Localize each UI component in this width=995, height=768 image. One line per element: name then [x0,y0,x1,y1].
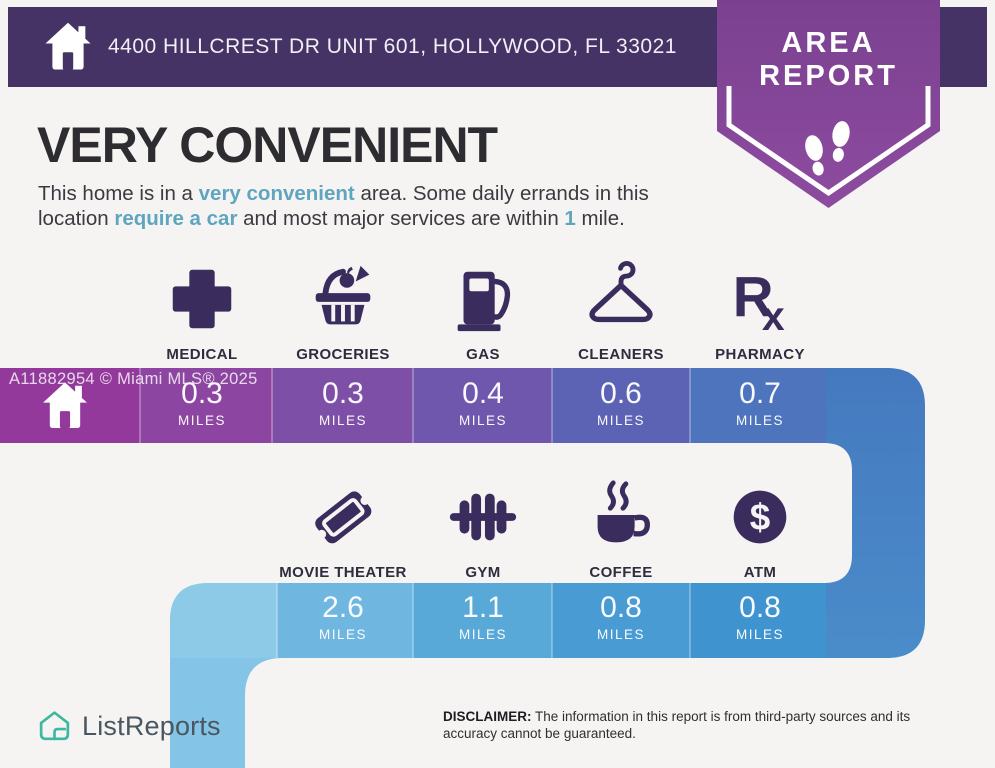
amenity-groceries: GROCERIES [263,260,423,363]
movie-ticket-icon [315,491,372,544]
bar-segment [413,583,552,658]
amenity-label: GYM [465,564,501,581]
distance-value: 0.8 [600,591,642,624]
description-text: and most major services are within [237,207,565,230]
description-text: location [38,207,115,230]
description-text: mile. [575,207,625,230]
page-title: VERY CONVENIENT [37,117,498,173]
description: This home is in a very convenient area. … [38,181,748,231]
distance-unit: MILES [596,627,645,642]
distance-unit: MILES [318,413,367,428]
mls-watermark: A11882954 © Miami MLS® 2025 [9,370,258,388]
rx-letter-x: x [762,293,785,338]
amenity-movie-theater: MOVIE THEATER [263,478,423,581]
right-connector-segment [826,368,925,658]
distance-unit: MILES [177,413,226,428]
dumbbell-icon [449,493,517,541]
disclaimer-text: The information in this report is from t… [443,709,911,741]
hanger-icon [589,261,653,323]
distance-value: 0.8 [739,591,781,624]
amenity-label: COFFEE [589,564,653,581]
bar-segment [552,368,690,443]
distance-cell: 0.7 MILES [695,377,825,429]
listreports-house-icon [39,711,70,741]
amenity-atm: $ ATM [680,478,840,581]
distance-value: 0.4 [462,377,504,410]
brand-name: ListReports [82,711,221,741]
amenity-label: PHARMACY [715,346,805,363]
disclaimer: DISCLAIMER: The information in this repo… [443,709,967,743]
grocery-basket-icon [315,265,371,325]
rx-letter-r: R [733,266,774,329]
gas-pump-icon [457,271,511,332]
distance-value: 0.6 [600,377,642,410]
footprints-icon [805,121,850,176]
segment-dividers [139,368,691,658]
distance-unit: MILES [458,627,507,642]
amenity-pharmacy: R x PHARMACY [680,260,840,363]
highlight-require-a-car: require a car [114,207,238,230]
distance-cell: 0.3 MILES [278,377,408,429]
amenity-label: MEDICAL [166,346,238,363]
distance-value: 2.6 [322,591,364,624]
highlight-very-convenient: very convenient [198,182,355,205]
area-report-badge: AREA REPORT [717,0,940,208]
home-icon [43,382,87,428]
bar-segment [272,368,413,443]
amenity-label: GROCERIES [296,346,390,363]
amenity-cleaners: CLEANERS [541,260,701,363]
distance-value: 1.1 [462,591,504,624]
disclaimer-label: DISCLAIMER: [443,709,532,724]
distance-cell: 0.8 MILES [556,591,686,643]
distance-value: 0.3 [322,377,364,410]
description-text: area. Some daily errands in this [354,182,649,205]
amenity-gym: GYM [403,478,563,581]
dollar-symbol: $ [750,496,771,538]
amenity-label: CLEANERS [578,346,664,363]
home-icon [45,22,91,70]
medical-cross-icon [172,269,232,329]
distance-unit: MILES [735,413,784,428]
distance-unit: MILES [735,627,784,642]
distance-cell: 0.8 MILES [695,591,825,643]
distance-value: 0.7 [739,377,781,410]
atm-dollar-icon: $ [733,490,787,544]
amenity-label: ATM [743,564,777,581]
distance-value: 0.3 [181,377,223,410]
badge-line2: REPORT [759,60,898,92]
property-address: 4400 HILLCREST DR UNIT 601, HOLLYWOOD, F… [108,35,677,58]
listreports-logo: ListReports [36,708,221,745]
bar-segment [552,583,690,658]
amenity-medical: MEDICAL [122,260,282,363]
rx-icon: R x [733,266,785,340]
amenity-label: GAS [466,346,500,363]
amenity-label: MOVIE THEATER [279,564,407,581]
amenity-coffee: COFFEE [541,478,701,581]
highlight-one-mile: 1 [564,207,576,230]
distance-cell: 2.6 MILES [278,591,408,643]
distance-unit: MILES [458,413,507,428]
bar-segment [413,368,552,443]
distance-unit: MILES [596,413,645,428]
badge-line1: AREA [781,27,875,59]
bar-segment-connector [170,583,277,658]
bar-segment [277,583,413,658]
distance-cell: 0.4 MILES [418,377,548,429]
distance-cell: 0.3 MILES [137,377,267,429]
bar-segment [140,368,272,443]
distance-unit: MILES [318,627,367,642]
description-text: This home is in a [38,182,199,205]
amenity-gas: GAS [403,260,563,363]
distance-cell: 1.1 MILES [418,591,548,643]
coffee-cup-icon [597,480,651,543]
bar-segment [690,368,826,443]
distance-cell: 0.6 MILES [556,377,686,429]
bar-segment [690,583,826,658]
